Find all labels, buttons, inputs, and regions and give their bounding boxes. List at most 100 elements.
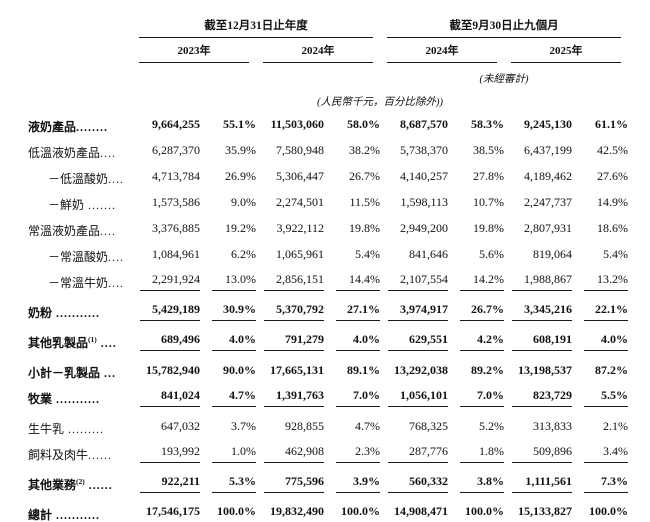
cell-value: 1,056,101 <box>388 388 448 407</box>
cell-value: 509,896 <box>512 444 572 463</box>
cell-value: 5,429,189 <box>140 302 200 321</box>
row-label: －常溫酸奶.... <box>48 250 125 264</box>
cell-value: 100.0% <box>460 504 504 522</box>
cell-value: 90.0% <box>223 363 256 377</box>
cell-value: 4.0% <box>584 332 628 351</box>
cell-value: 13,292,038 <box>394 363 448 377</box>
cell-value: 3.4% <box>584 444 628 463</box>
cell-value: 2,291,924 <box>140 272 200 291</box>
cell-value: 30.9% <box>212 302 256 321</box>
cell-value: 10.7% <box>473 195 504 209</box>
cell-value: 1.0% <box>212 444 256 463</box>
row-label: 其他業務(2) ...... <box>28 477 113 492</box>
row-label: 飼料及肉牛...... <box>28 448 113 462</box>
row-label: 牧業 ........... <box>28 392 101 406</box>
cell-value: 8,687,570 <box>400 117 448 131</box>
cell-value: 313,833 <box>533 419 572 433</box>
cell-value: 922,211 <box>140 474 200 493</box>
table-row-ambient-yogurt: －常溫酸奶.... 1,084,961 6.2% 1,065,961 5.4% … <box>28 239 628 265</box>
cell-value: 100.0% <box>584 504 628 522</box>
row-label: 常溫液奶產品.... <box>28 224 117 238</box>
table-row-raw-milk: 生牛乳 ......... 647,032 3.7% 928,855 4.7% … <box>28 411 628 437</box>
cell-value: 2.1% <box>603 419 628 433</box>
cell-value: 1,598,113 <box>400 195 448 209</box>
cell-value: 42.5% <box>597 143 628 157</box>
cell-value: 4.7% <box>212 388 256 407</box>
cell-value: 27.6% <box>597 169 628 183</box>
cell-value: 2.3% <box>336 444 380 463</box>
cell-value: 7.0% <box>336 388 380 407</box>
cell-value: 15,782,940 <box>146 363 200 377</box>
table-row-milk-powder: 奶粉 ........... 5,429,189 30.9% 5,370,792… <box>28 295 628 325</box>
period-group-fy: 截至12月31日止年度 <box>139 17 373 38</box>
row-label: 液奶產品........ <box>28 120 109 134</box>
cell-value: 1,573,586 <box>152 195 200 209</box>
cell-value: 1,988,867 <box>512 272 572 291</box>
cell-value: 19.2% <box>225 221 256 235</box>
cell-value: 35.9% <box>225 143 256 157</box>
cell-value: 775,596 <box>264 474 324 493</box>
table-row-lowtemp-yogurt: －低溫酸奶.... 4,713,784 26.9% 5,306,447 26.7… <box>28 161 628 187</box>
cell-value: 2,247,737 <box>524 195 572 209</box>
cell-value: 1,065,961 <box>276 247 324 261</box>
cell-value: 14,908,471 <box>388 504 448 522</box>
cell-value: 61.1% <box>595 117 628 131</box>
year-2025: 2025年 <box>511 42 621 63</box>
year-2024-fy: 2024年 <box>263 42 373 63</box>
year-header-row: 2023年 2024年 2024年 2025年 <box>28 38 628 63</box>
table-row-feed-beef: 飼料及肉牛...... 193,992 1.0% 462,908 2.3% 28… <box>28 437 628 467</box>
cell-value: 58.0% <box>347 117 380 131</box>
footnote-2-marker: (2) <box>76 477 85 486</box>
cell-value: 4,189,462 <box>524 169 572 183</box>
cell-value: 5.4% <box>603 247 628 261</box>
row-label: －鮮奶 ....... <box>48 198 117 212</box>
table-row-liquid-milk: 液奶產品........ 9,664,255 55.1% 11,503,060 … <box>28 109 628 135</box>
cell-value: 1,111,561 <box>512 474 572 493</box>
cell-value: 791,279 <box>264 332 324 351</box>
cell-value: 27.1% <box>336 302 380 321</box>
row-label: 奶粉 ........... <box>28 306 101 320</box>
year-2023: 2023年 <box>139 42 249 63</box>
cell-value: 5.3% <box>212 474 256 493</box>
table-row-fresh-milk: －鮮奶 ....... 1,573,586 9.0% 2,274,501 11.… <box>28 187 628 213</box>
cell-value: 4.7% <box>355 419 380 433</box>
cell-value: 2,107,554 <box>388 272 448 291</box>
cell-value: 823,729 <box>512 388 572 407</box>
cell-value: 647,032 <box>161 419 200 433</box>
period-group-header-row: 截至12月31日止年度 截至9月30日止九個月 <box>28 12 628 38</box>
table-row-total: 總計 ........... 17,546,175 100.0% 19,832,… <box>28 497 628 522</box>
cell-value: 11.5% <box>349 195 380 209</box>
cell-value: 3.8% <box>460 474 504 493</box>
cell-value: 27.8% <box>473 169 504 183</box>
cell-value: 3.9% <box>336 474 380 493</box>
row-label: 生牛乳 ......... <box>28 422 105 436</box>
table-row-ranching: 牧業 ........... 841,024 4.7% 1,391,763 7.… <box>28 381 628 411</box>
cell-value: 7.3% <box>584 474 628 493</box>
table-row-subtotal-dairy: 小計－乳製品 ... 15,782,940 90.0% 17,665,131 8… <box>28 355 628 381</box>
period-group-9m: 截至9月30日止九個月 <box>387 17 621 38</box>
cell-value: 3,974,917 <box>388 302 448 321</box>
cell-value: 4,140,257 <box>400 169 448 183</box>
cell-value: 26.7% <box>349 169 380 183</box>
cell-value: 9.0% <box>231 195 256 209</box>
cell-value: 1,084,961 <box>152 247 200 261</box>
cell-value: 58.3% <box>471 117 504 131</box>
unaudited-note-row: (未經審計) <box>28 63 628 86</box>
cell-value: 5.2% <box>479 419 504 433</box>
cell-value: 1,391,763 <box>264 388 324 407</box>
cell-value: 5.4% <box>355 247 380 261</box>
cell-value: 462,908 <box>264 444 324 463</box>
row-label: 其他乳製品(1) .... <box>28 335 117 350</box>
cell-value: 38.5% <box>473 143 504 157</box>
cell-value: 689,496 <box>140 332 200 351</box>
cell-value: 13.2% <box>584 272 628 291</box>
cell-value: 3,922,112 <box>276 221 324 235</box>
cell-value: 6.2% <box>231 247 256 261</box>
unit-note-row: (人民幣千元，百分比除外)) <box>28 86 628 109</box>
cell-value: 19.8% <box>473 221 504 235</box>
table-row-other-dairy: 其他乳製品(1) .... 689,496 4.0% 791,279 4.0% … <box>28 325 628 355</box>
cell-value: 14.9% <box>597 195 628 209</box>
cell-value: 9,245,130 <box>524 117 572 131</box>
unit-note: (人民幣千元，百分比除外)) <box>317 97 443 108</box>
cell-value: 5.6% <box>479 247 504 261</box>
